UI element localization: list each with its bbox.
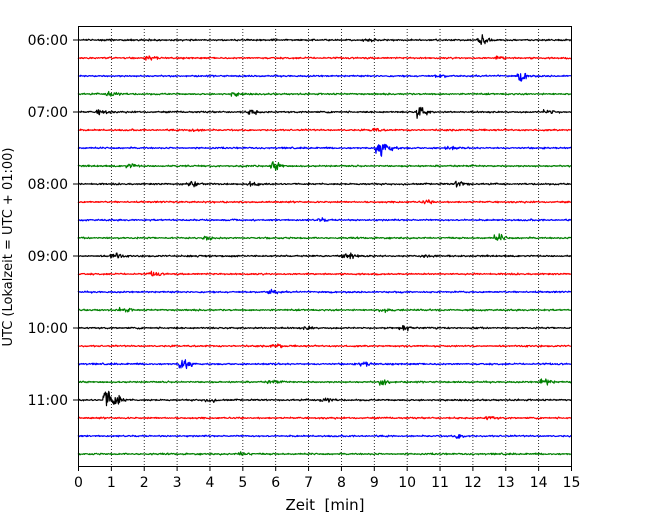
seismic-trace-0730 [77, 143, 572, 157]
seismic-trace-0615 [77, 55, 572, 61]
y-tick-label: 09:00 [28, 249, 68, 265]
x-tick-label: 2 [140, 475, 149, 491]
x-tick-label: 4 [206, 475, 215, 491]
seismic-trace-1000 [77, 325, 572, 332]
trace-group [77, 34, 572, 456]
x-tick-label: 9 [370, 475, 379, 491]
x-tick-label: 5 [238, 475, 247, 491]
x-tick-label: 6 [271, 475, 280, 491]
y-tick-label: 10:00 [28, 321, 68, 337]
y-tick-label: 11:00 [28, 393, 68, 409]
seismic-trace-0800 [77, 180, 572, 188]
y-axis: 06:00 07:00 08:00 09:00 10:00 11:00 [28, 33, 78, 409]
seismic-trace-0745 [77, 161, 572, 171]
seismic-trace-0900 [77, 252, 572, 260]
x-tick-label: 7 [304, 475, 313, 491]
seismic-trace-0630 [77, 72, 572, 82]
x-tick-label: 15 [563, 475, 581, 491]
seismic-trace-0945 [77, 306, 572, 314]
x-tick-label: 1 [107, 475, 116, 491]
x-tick-label: 3 [173, 475, 182, 491]
seismic-trace-0845 [77, 233, 572, 241]
seismic-trace-0830 [77, 217, 572, 222]
x-tick-label: 8 [337, 475, 346, 491]
x-tick-label: 10 [398, 475, 416, 491]
y-axis-label: UTC (Lokalzeit = UTC + 01:00) [1, 148, 16, 347]
x-tick-label: 14 [530, 475, 548, 491]
seismic-trace-1030 [77, 359, 572, 370]
seismic-trace-1115 [77, 415, 572, 421]
seismic-trace-1045 [77, 378, 572, 386]
seismic-trace-1145 [77, 451, 572, 456]
grid-lines [110, 26, 540, 466]
seismic-trace-0600 [77, 34, 572, 45]
seismic-trace-0715 [77, 127, 572, 132]
plot-frame [78, 26, 572, 467]
seismic-trace-0645 [77, 90, 572, 97]
x-axis: 0 1 2 3 4 5 6 7 8 9 10 11 12 13 14 15 [74, 466, 580, 491]
seismic-trace-0815 [77, 199, 572, 205]
y-tick-label: 08:00 [28, 177, 68, 193]
seismic-trace-0700 [77, 106, 572, 119]
x-tick-label: 13 [497, 475, 515, 491]
x-tick-label: 12 [464, 475, 482, 491]
seismic-trace-0915 [77, 270, 572, 277]
x-tick-label: 11 [431, 475, 449, 491]
seismic-trace-0930 [77, 288, 572, 295]
x-axis-label: Zeit [min] [285, 496, 364, 514]
seismic-trace-1100 [77, 390, 572, 407]
seismic-trace-1130 [77, 434, 572, 439]
y-tick-label: 07:00 [28, 105, 68, 121]
seismic-trace-1015 [77, 343, 572, 349]
x-tick-label: 0 [74, 475, 83, 491]
y-tick-label: 06:00 [28, 33, 68, 49]
